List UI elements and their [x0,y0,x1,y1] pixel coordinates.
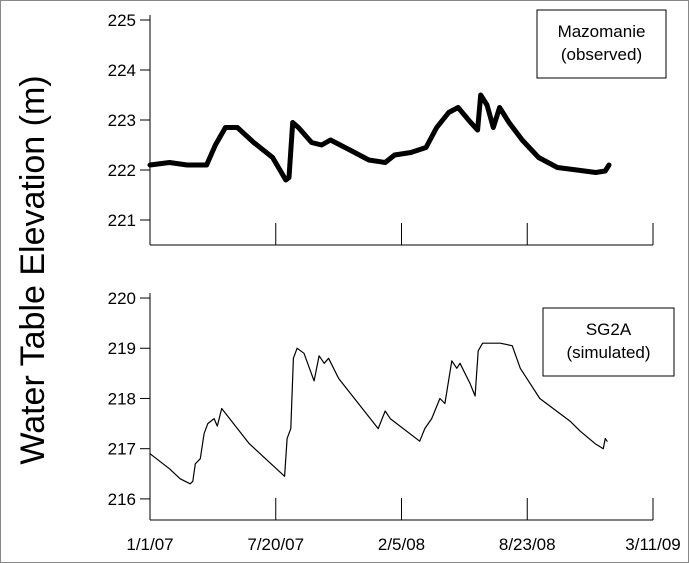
annotation: (simulated) [566,343,650,362]
y-tick-label: 222 [108,161,136,180]
data-line [147,92,612,183]
y-tick-label: 224 [108,61,136,80]
y-tick-label: 225 [108,11,136,30]
x-tick-label: 3/11/09 [625,535,680,554]
x-tick-label: 1/1/07 [126,535,173,554]
data-line [149,342,608,485]
annotation: (observed) [561,45,642,64]
y-tick-label: 221 [108,211,136,230]
annotation: Mazomanie [558,22,646,41]
y-tick-label: 219 [108,339,136,358]
x-tick-label: 7/20/07 [247,535,304,554]
annotation-box [542,307,675,377]
x-tick-label: 8/23/08 [499,535,556,554]
annotation: SG2A [586,320,632,339]
y-tick-label: 217 [108,440,136,459]
y-tick-label: 223 [108,111,136,130]
y-tick-label: 218 [108,389,136,408]
annotation-box [536,9,667,79]
y-tick-label: 220 [108,289,136,308]
x-tick-label: 2/5/08 [378,535,425,554]
y-tick-label: 216 [108,490,136,509]
y-axis-title: Water Table Elevation (m) [14,75,52,464]
